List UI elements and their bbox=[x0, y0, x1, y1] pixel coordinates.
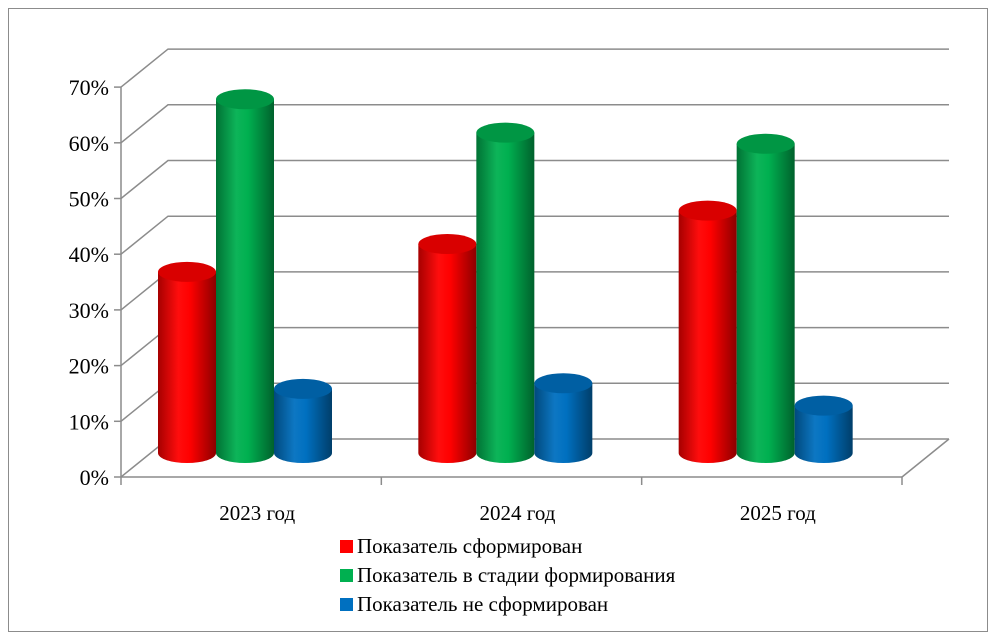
floor-right-edge bbox=[901, 438, 950, 478]
y-axis-ticks: 0% 10% 20% 30% 40% 50% 60% 70% bbox=[69, 75, 109, 490]
legend-swatch-not-formed bbox=[340, 598, 353, 611]
y-tick-label: 20% bbox=[69, 354, 109, 379]
bar bbox=[418, 234, 477, 463]
y-tick-label: 50% bbox=[69, 187, 109, 212]
bar-body bbox=[794, 405, 853, 463]
bar-body bbox=[476, 132, 535, 463]
bar-body bbox=[736, 143, 795, 464]
y-tick-label: 0% bbox=[80, 465, 109, 490]
chart-walls bbox=[120, 87, 950, 478]
gridline bbox=[120, 48, 949, 88]
y-tick-label: 40% bbox=[69, 242, 109, 267]
bar bbox=[678, 200, 737, 463]
bar-top bbox=[678, 200, 737, 221]
legend-swatch-forming bbox=[340, 569, 353, 582]
bar bbox=[216, 89, 274, 463]
bar bbox=[534, 373, 593, 463]
x-tick-label: 2024 год bbox=[480, 501, 556, 525]
bar-top bbox=[736, 133, 795, 154]
legend-item-formed: Показатель сформирован bbox=[340, 532, 675, 561]
x-tick-label: 2025 год bbox=[740, 501, 816, 525]
bar bbox=[794, 395, 853, 463]
bar-top bbox=[476, 122, 535, 143]
legend-swatch-formed bbox=[340, 540, 353, 553]
legend-item-not-formed: Показатель не сформирован bbox=[340, 590, 675, 619]
bar-top bbox=[216, 89, 274, 110]
bar-body bbox=[274, 388, 332, 463]
bar-body bbox=[158, 271, 216, 463]
bar bbox=[736, 133, 795, 464]
x-axis: 2023 год 2024 год 2025 год bbox=[120, 477, 903, 525]
y-tick-label: 30% bbox=[69, 298, 109, 323]
legend-item-forming: Показатель в стадии формирования bbox=[340, 561, 675, 590]
bar-body bbox=[418, 244, 477, 463]
legend-label-formed: Показатель сформирован bbox=[357, 534, 583, 558]
gridline bbox=[120, 104, 949, 144]
bar-top bbox=[534, 373, 593, 394]
legend-label-forming: Показатель в стадии формирования bbox=[357, 563, 676, 587]
bar-top bbox=[274, 378, 332, 399]
y-tick-label: 10% bbox=[69, 409, 109, 434]
gridline bbox=[120, 159, 949, 200]
y-tick-label: 60% bbox=[69, 131, 109, 156]
bar-body bbox=[534, 383, 593, 463]
bar bbox=[274, 378, 332, 463]
chart-bars bbox=[158, 89, 853, 464]
chart-legend: Показатель сформирован Показатель в стад… bbox=[340, 532, 675, 619]
bar bbox=[158, 261, 216, 463]
legend-label-not-formed: Показатель не сформирован bbox=[357, 592, 609, 616]
y-tick-label: 70% bbox=[69, 75, 109, 100]
bar-body bbox=[216, 99, 274, 463]
bar bbox=[476, 122, 535, 463]
bar-body bbox=[678, 210, 737, 463]
bar-top bbox=[794, 395, 853, 416]
bar-top bbox=[158, 261, 216, 282]
x-tick-label: 2023 год bbox=[219, 501, 295, 525]
bar-top bbox=[418, 234, 477, 255]
